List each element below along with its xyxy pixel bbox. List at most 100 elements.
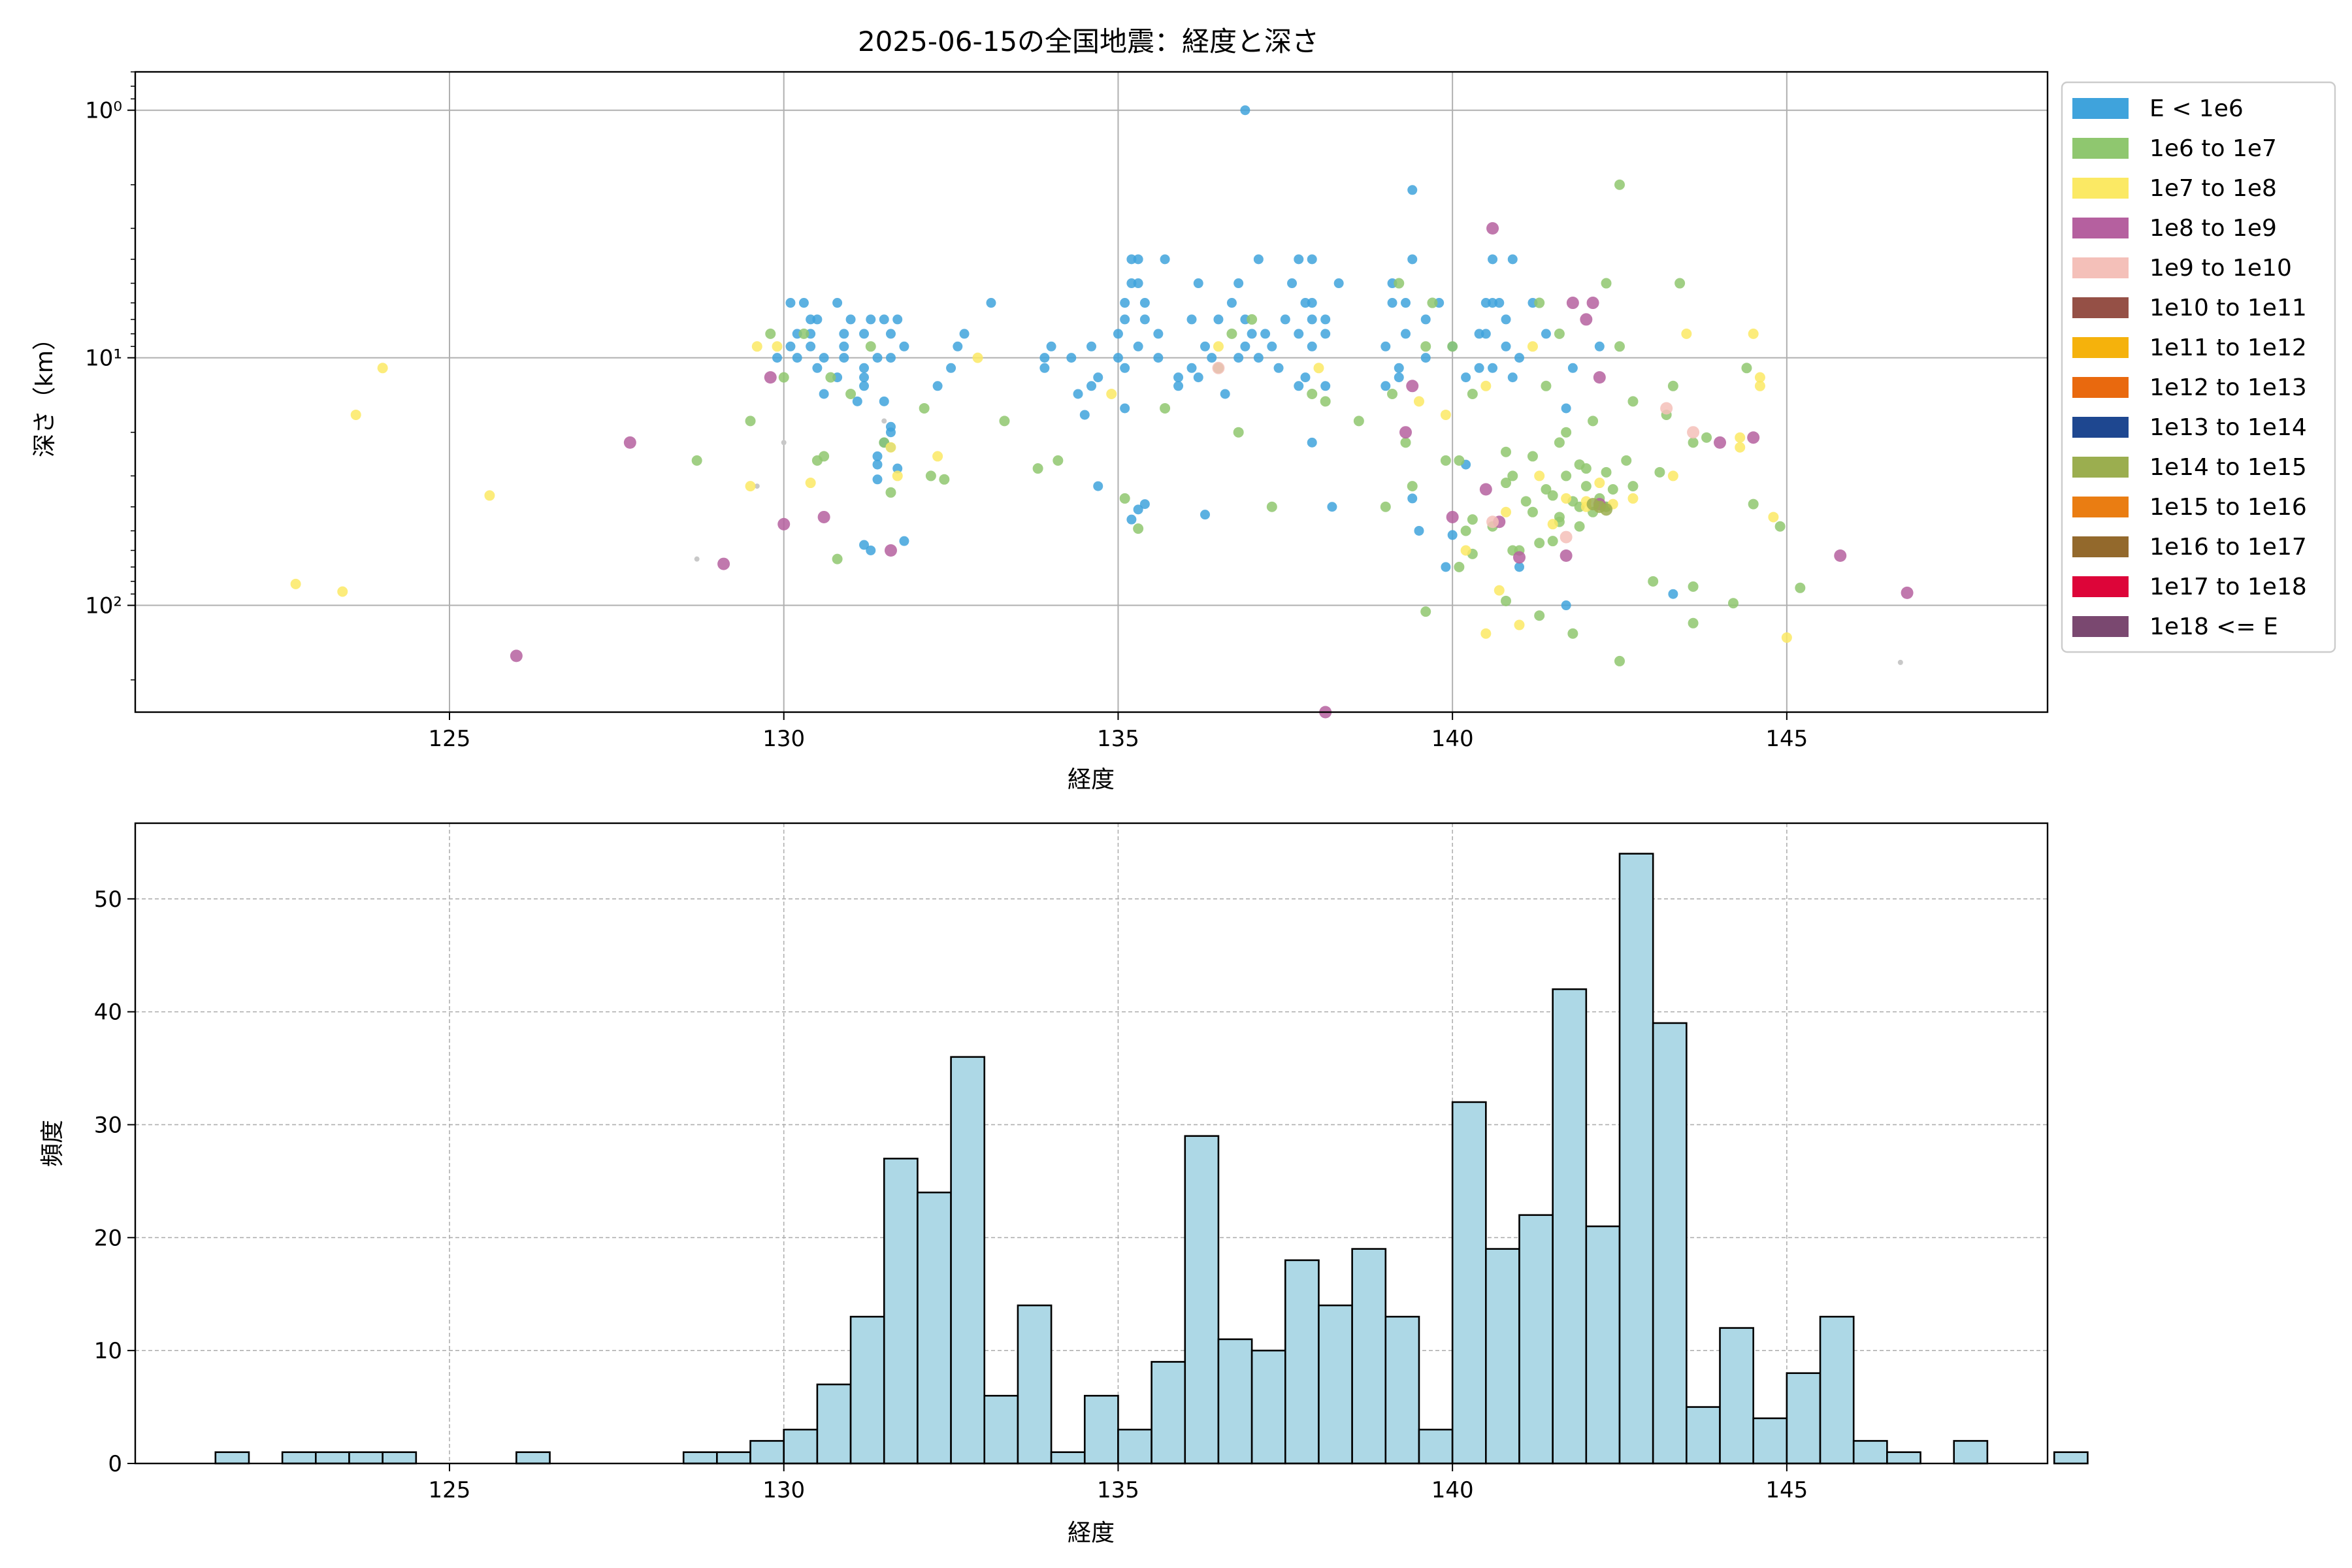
scatter-point — [745, 416, 756, 427]
scatter-point — [1834, 549, 1847, 563]
scatter-point — [1688, 581, 1699, 592]
scatter-point — [1454, 455, 1465, 466]
histogram-bar — [1719, 1327, 1754, 1465]
scatter-point — [1133, 523, 1144, 534]
scatter-point — [1401, 329, 1411, 339]
scatter-ylabel: 深さ（km） — [31, 327, 58, 457]
scatter-point — [1193, 372, 1203, 383]
scatter-point — [1480, 380, 1492, 391]
histogram-bar — [1886, 1451, 1921, 1465]
scatter-point — [1774, 521, 1786, 532]
scatter-point — [1488, 254, 1498, 265]
scatter-point — [812, 363, 823, 373]
scatter-point — [792, 353, 802, 363]
scatter-point — [1561, 470, 1572, 482]
scatter-point — [885, 427, 896, 438]
histogram-bar — [1819, 1316, 1855, 1465]
legend-swatch — [2072, 576, 2129, 597]
legend-label: 1e12 to 1e13 — [2149, 374, 2307, 401]
scatter-point — [1401, 298, 1411, 308]
scatter-point — [1454, 561, 1465, 572]
legend-swatch — [2072, 138, 2129, 159]
scatter-point — [1474, 363, 1484, 373]
scatter-point — [1541, 329, 1551, 339]
scatter-point — [1534, 470, 1545, 482]
scatter-point — [925, 470, 936, 482]
scatter-point — [1480, 329, 1491, 339]
scatter-point — [1106, 388, 1117, 399]
scatter-point — [1320, 329, 1331, 339]
legend-label: 1e9 to 1e10 — [2149, 255, 2292, 282]
scatter-point — [899, 341, 909, 351]
histogram-bar — [1518, 1214, 1554, 1465]
scatter-point — [484, 490, 495, 501]
histogram-ticks: 125 130 135 140 145 0 10 20 30 40 50 — [94, 887, 1808, 1503]
scatter-point — [1400, 437, 1411, 448]
scatter-point — [1073, 389, 1083, 399]
scatter-point — [1534, 610, 1545, 621]
scatter-point — [825, 372, 836, 383]
scatter-point — [999, 416, 1010, 427]
scatter-point — [1093, 372, 1103, 383]
scatter-xlabel: 経度 — [1068, 766, 1115, 793]
histogram-ytick-label: 40 — [94, 1000, 122, 1026]
scatter-point — [772, 353, 782, 363]
scatter-point — [1627, 481, 1639, 492]
scatter-point — [1754, 372, 1765, 383]
scatter-point — [832, 298, 843, 308]
scatter-point — [865, 341, 876, 352]
scatter-point — [1580, 463, 1592, 474]
scatter-point — [1688, 617, 1699, 629]
histogram-bars — [214, 853, 2089, 1465]
scatter-point — [772, 341, 783, 352]
scatter-point — [1560, 531, 1573, 544]
scatter-point — [1627, 493, 1639, 504]
scatter-point — [1514, 619, 1525, 630]
legend-swatch — [2072, 377, 2129, 398]
scatter-point — [1447, 341, 1458, 352]
histogram-bar — [1852, 1440, 1888, 1465]
scatter-point — [819, 353, 829, 363]
histogram-bar — [1552, 988, 1588, 1465]
scatter-point — [1488, 298, 1498, 308]
scatter-point — [1220, 389, 1230, 399]
scatter-point — [819, 451, 830, 462]
scatter-point — [1160, 402, 1171, 414]
scatter-point — [1407, 185, 1418, 195]
scatter-point — [1193, 278, 1203, 289]
scatter-point — [1567, 363, 1578, 373]
scatter-point — [1668, 589, 1678, 599]
legend-swatch — [2072, 337, 2129, 358]
scatter-point — [885, 329, 896, 339]
scatter-xtick-label: 140 — [1431, 726, 1474, 752]
legend-label: 1e11 to 1e12 — [2149, 335, 2307, 361]
scatter-point — [832, 553, 843, 564]
scatter-point — [1139, 314, 1150, 325]
scatter-point — [1213, 341, 1224, 352]
scatter-point — [972, 352, 983, 363]
scatter-point — [1053, 455, 1064, 466]
histogram: 125 130 135 140 145 0 10 20 30 40 50 経度 頻度 — [39, 822, 2089, 1546]
scatter-point — [1233, 427, 1244, 438]
scatter-point — [1233, 353, 1244, 363]
scatter-point — [1741, 363, 1752, 374]
scatter-point — [1768, 512, 1779, 523]
scatter-point — [1394, 363, 1404, 373]
legend-label: 1e6 to 1e7 — [2149, 135, 2277, 162]
scatter-point — [717, 557, 730, 570]
scatter-point — [1160, 254, 1170, 265]
scatter-point — [1212, 361, 1225, 374]
scatter-point — [1654, 466, 1665, 478]
scatter-point — [1507, 372, 1518, 383]
scatter-point — [1486, 221, 1499, 235]
scatter-point — [1735, 432, 1746, 443]
scatter-point — [1280, 314, 1290, 325]
scatter-point — [1566, 297, 1579, 310]
scatter-point — [1407, 493, 1418, 504]
scatter-point — [1460, 545, 1471, 556]
scatter-point — [939, 474, 950, 485]
scatter-point — [932, 381, 943, 391]
histogram-bar — [1485, 1248, 1520, 1465]
scatter-point — [1320, 396, 1331, 407]
